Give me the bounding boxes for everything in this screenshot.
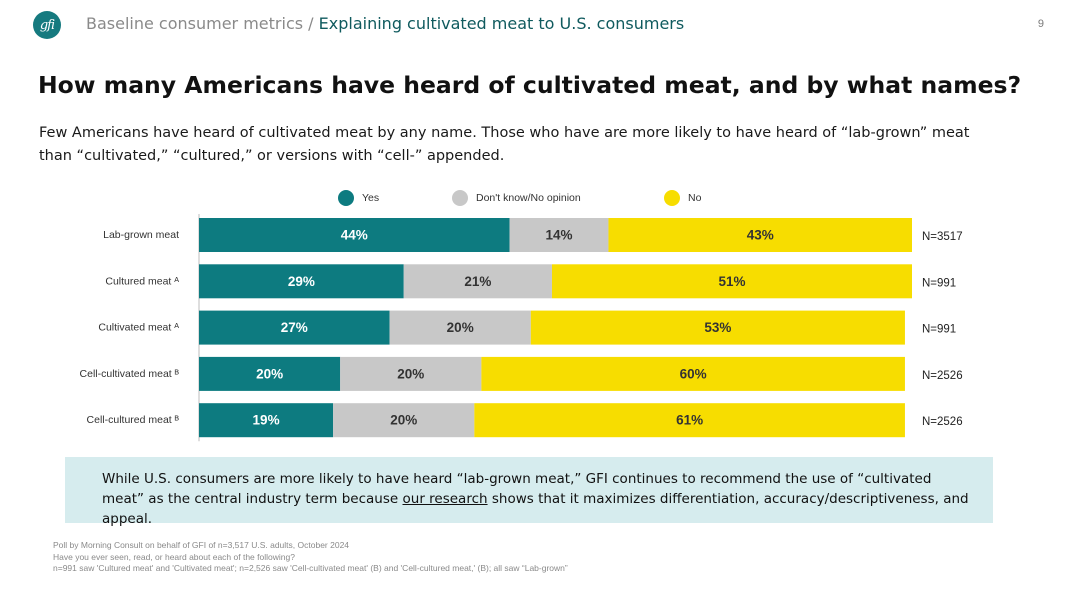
data-label-dont-know: 21% [464,274,491,289]
legend-swatch-dont-know [452,190,468,206]
bar-segment-yes [199,310,390,345]
bar-segment-yes [199,218,510,252]
stacked-bar-chart: Lab-grown meat 44% 14% 43% N=3517 Cultured me… [80,214,963,442]
page-subtitle: Few Americans have heard of cultivated m… [39,125,970,164]
our-research-link[interactable]: our research [402,491,488,507]
data-label-yes: 20% [256,366,283,381]
category-label: Cultivated meat ᴬ [98,322,179,334]
data-label-no: 60% [680,366,707,381]
bar-segment-dont-know [403,264,552,299]
gfi-logo: gfi [33,11,61,39]
category-label: Cell-cultivated meat ᴮ [80,368,180,380]
page-number: 9 [1037,18,1044,30]
bar-segment-dont-know [389,310,531,345]
bar-segment-yes [199,356,341,391]
bar-segment-no [481,356,905,391]
page-title: How many Americans have heard of cultiva… [38,71,1022,99]
footnote-source: Poll by Morning Consult on behalf of GFI… [53,540,350,550]
data-label-dont-know: 20% [447,320,474,335]
breadcrumb: Baseline consumer metrics / Explaining c… [86,14,684,33]
bar-segment-no [530,310,905,345]
data-label-no: 51% [718,274,745,289]
data-label-yes: 29% [288,274,315,289]
footnotes: Poll by Morning Consult on behalf of GFI… [53,540,568,575]
sample-size-label: N=3517 [922,231,963,243]
bar-segment-no [474,403,905,438]
legend-label-yes: Yes [362,192,380,204]
data-label-yes: 19% [253,413,280,428]
legend-label-dont-know: Don't know/No opinion [476,192,581,204]
data-label-no: 61% [676,413,703,428]
data-label-no: 53% [704,320,731,335]
data-label-no: 43% [747,228,774,243]
callout-text-before: While U.S. consumers are more likely to … [102,471,932,507]
bar-segment-no [551,264,912,299]
category-label: Cultured meat ᴬ [105,275,179,287]
callout-box: While U.S. consumers are more likely to … [65,457,993,527]
sample-size-label: N=2526 [922,416,963,428]
category-label: Lab-grown meat [103,229,179,241]
bar-segment-yes [199,264,404,299]
legend-item-dont-know: Don't know/No opinion [452,190,581,206]
data-label-dont-know: 14% [546,228,573,243]
footnote-sample: n=991 saw 'Cultured meat' and 'Cultivate… [53,563,568,573]
bar-segment-dont-know [333,403,475,438]
breadcrumb-section[interactable]: Baseline consumer metrics / [86,14,314,33]
data-label-dont-know: 20% [390,413,417,428]
data-label-yes: 44% [341,228,368,243]
data-label-yes: 27% [281,320,308,335]
breadcrumb-page: Explaining cultivated meat to U.S. consu… [318,14,685,33]
sample-size-label: N=991 [922,324,956,336]
bar-segment-dont-know [509,218,609,252]
legend-item-yes: Yes [338,190,379,206]
bar-segment-yes [199,403,334,438]
data-label-dont-know: 20% [397,366,424,381]
legend-swatch-no [664,190,680,206]
sample-size-label: N=991 [922,277,956,289]
category-label: Cell-cultured meat ᴮ [87,414,180,426]
legend-label-no: No [688,192,702,204]
legend-item-no: No [664,190,701,206]
bar-segment-no [608,218,912,252]
callout-text-after: shows that it maximizes differentiation,… [102,491,969,527]
legend-swatch-yes [338,190,354,206]
bar-segment-dont-know [340,356,482,391]
sample-size-label: N=2526 [922,370,963,382]
footnote-question: Have you ever seen, read, or heard about… [53,551,295,562]
